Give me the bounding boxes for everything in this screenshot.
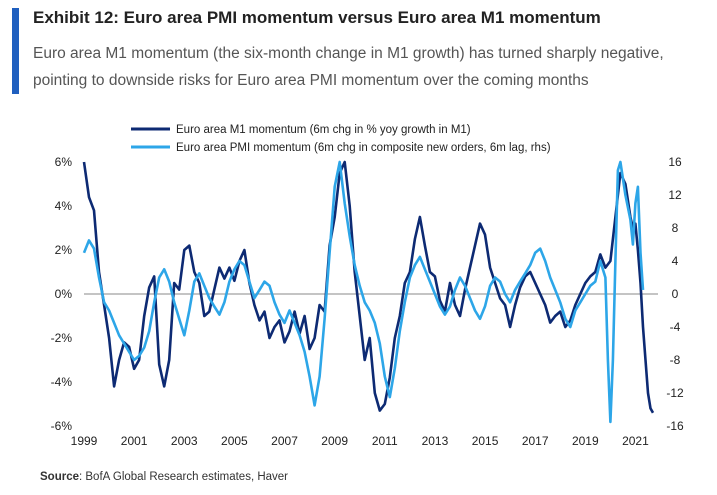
line-chart: Euro area M1 momentum (6m chg in % yoy g… bbox=[51, 124, 684, 448]
chart-legend: Euro area M1 momentum (6m chg in % yoy g… bbox=[131, 124, 551, 154]
legend-label: Euro area M1 momentum (6m chg in % yoy g… bbox=[176, 124, 471, 136]
series-line-m1-momentum bbox=[82, 160, 655, 414]
series-line-pmi-momentum bbox=[82, 160, 645, 424]
source-note: Source: BofA Global Research estimates, … bbox=[40, 471, 288, 483]
x-tick-label: 2021 bbox=[622, 434, 649, 448]
y-right-tick-label: -4 bbox=[670, 320, 681, 334]
y-right-tick-label: 0 bbox=[672, 287, 679, 301]
y-left-tick-label: 6% bbox=[55, 155, 73, 169]
exhibit-subtitle: Euro area M1 momentum (the six-month cha… bbox=[33, 45, 664, 89]
y-right-tick-label: 12 bbox=[668, 188, 682, 202]
x-tick-label: 2015 bbox=[472, 434, 499, 448]
x-tick-label: 1999 bbox=[71, 434, 98, 448]
y-left-tick-label: 2% bbox=[55, 243, 73, 257]
x-tick-label: 2003 bbox=[171, 434, 198, 448]
y-left-tick-label: -6% bbox=[51, 419, 73, 433]
x-tick-label: 2013 bbox=[422, 434, 449, 448]
x-tick-label: 2007 bbox=[271, 434, 298, 448]
y-right-tick-label: 8 bbox=[672, 221, 679, 235]
x-tick-label: 2005 bbox=[221, 434, 248, 448]
chart-axes: 6% 4% 2% 0% -2% -4% -6% 16 12 8 4 0 -4 -8 -12 -16 1999 20… bbox=[51, 155, 684, 448]
y-right-tick-label: -16 bbox=[666, 419, 684, 433]
y-right-tick-label: 4 bbox=[672, 254, 679, 268]
source-label: Source bbox=[40, 471, 79, 483]
x-tick-label: 2019 bbox=[572, 434, 599, 448]
source-text: : BofA Global Research estimates, Haver bbox=[79, 471, 289, 483]
y-left-tick-label: 4% bbox=[55, 199, 73, 213]
x-tick-label: 2001 bbox=[121, 434, 148, 448]
x-tick-label: 2011 bbox=[372, 434, 398, 448]
y-right-tick-label: 16 bbox=[668, 155, 682, 169]
y-left-tick-label: -2% bbox=[51, 331, 73, 345]
y-left-tick-label: 0% bbox=[55, 287, 73, 301]
y-right-tick-label: -12 bbox=[666, 386, 684, 400]
x-tick-label: 2009 bbox=[321, 434, 348, 448]
legend-label: Euro area PMI momentum (6m chg in compos… bbox=[176, 142, 551, 154]
title-accent-bar bbox=[12, 8, 19, 94]
y-left-tick-label: -4% bbox=[51, 375, 73, 389]
exhibit-title: Exhibit 12: Euro area PMI momentum versu… bbox=[33, 8, 601, 27]
y-right-tick-label: -8 bbox=[670, 353, 681, 367]
chart-lines bbox=[82, 160, 655, 424]
x-tick-label: 2017 bbox=[522, 434, 549, 448]
